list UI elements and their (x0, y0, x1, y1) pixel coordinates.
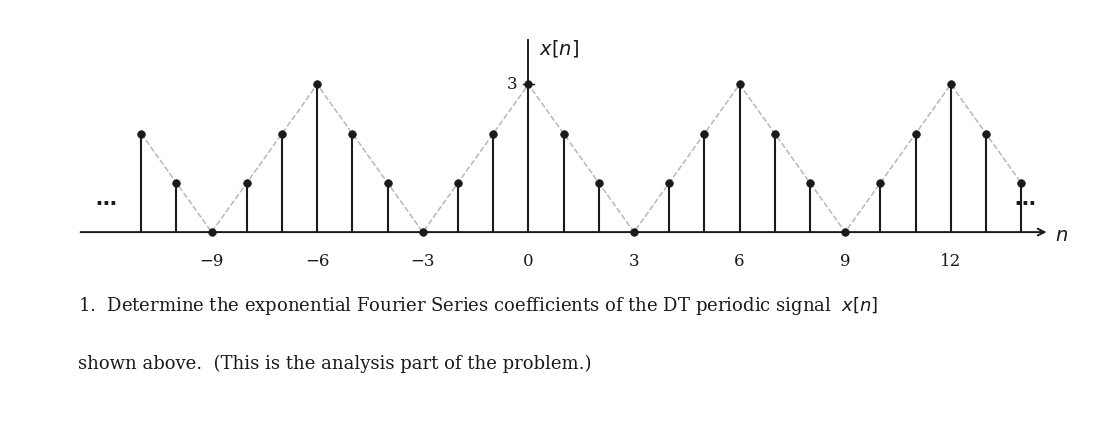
Text: 6: 6 (734, 253, 745, 270)
Text: $n$: $n$ (1054, 227, 1068, 245)
Text: $x[n]$: $x[n]$ (539, 38, 579, 59)
Text: 9: 9 (840, 253, 851, 270)
Text: 0: 0 (523, 253, 534, 270)
Text: −3: −3 (410, 253, 435, 270)
Text: shown above.  (This is the analysis part of the problem.): shown above. (This is the analysis part … (78, 354, 592, 373)
Text: 1.  Determine the exponential Fourier Series coefficients of the DT periodic sig: 1. Determine the exponential Fourier Ser… (78, 295, 878, 317)
Text: $\boldsymbol{\cdots}$: $\boldsymbol{\cdots}$ (1014, 192, 1035, 211)
Text: 3: 3 (628, 253, 639, 270)
Text: −6: −6 (305, 253, 329, 270)
Text: −9: −9 (199, 253, 224, 270)
Text: 12: 12 (940, 253, 962, 270)
Text: 3: 3 (507, 76, 518, 93)
Text: $\boldsymbol{\cdots}$: $\boldsymbol{\cdots}$ (96, 192, 117, 211)
